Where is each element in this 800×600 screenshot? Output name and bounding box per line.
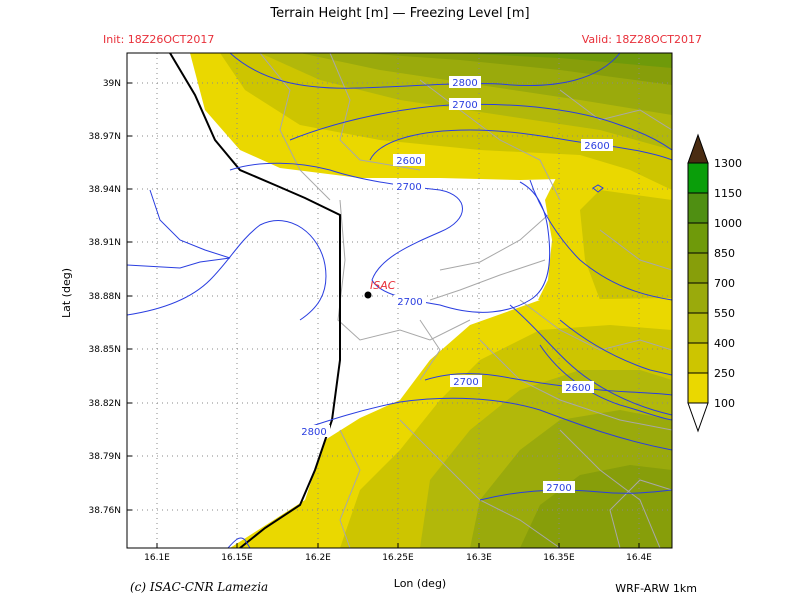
graticule <box>127 53 672 548</box>
colorbar-swatch <box>687 282 709 314</box>
colorbar-swatch <box>687 222 709 254</box>
lat-tick-labels: 39N 38.97N 38.94N 38.91N 38.88N 38.85N 3… <box>89 79 122 516</box>
lat-tick-label: 38.97N <box>89 132 122 142</box>
terrain-east <box>538 170 672 300</box>
lon-tick-label: 16.1E <box>144 553 170 563</box>
contour-label: 2600 <box>565 383 590 394</box>
lon-tick-label: 16.3E <box>466 553 492 563</box>
tick-marks <box>127 82 640 548</box>
colorbar-label: 550 <box>714 307 735 320</box>
contour-label: 2700 <box>546 483 571 494</box>
lon-tick-labels: 16.1E 16.15E 16.2E 16.25E 16.3E 16.35E 1… <box>144 553 652 563</box>
plot-frame <box>126 52 673 549</box>
colorbar-swatch <box>687 162 709 194</box>
contour-label: 2700 <box>397 297 422 308</box>
colorbar-label: 250 <box>714 367 735 380</box>
init-time: Init: 18Z26OCT2017 <box>103 33 215 46</box>
boundaries <box>259 53 672 548</box>
lat-tick-label: 38.85N <box>89 345 122 355</box>
colorbar-top-arrow <box>687 133 709 164</box>
colorbar-swatch <box>687 372 709 404</box>
colorbar-label: 100 <box>714 397 735 410</box>
lat-tick-label: 38.94N <box>89 185 122 195</box>
station-label: ISAC <box>370 279 396 292</box>
terrain-south <box>230 298 672 548</box>
colorbar-label: 400 <box>714 337 735 350</box>
lat-tick-label: 38.79N <box>89 452 122 462</box>
colorbar-label: 1000 <box>714 217 742 230</box>
lon-tick-label: 16.4E <box>626 553 652 563</box>
colorbar-bottom-arrow <box>687 402 709 433</box>
station-marker <box>364 291 372 299</box>
valid-time: Valid: 18Z28OCT2017 <box>581 33 702 46</box>
contour-label: 2600 <box>396 156 421 167</box>
colorbar: 1300 1150 1000 850 700 550 400 250 100 <box>687 133 742 433</box>
colorbar-label: 1150 <box>714 187 742 200</box>
lat-tick-label: 39N <box>103 79 121 89</box>
contour-label: 2800 <box>452 78 477 89</box>
colorbar-label: 700 <box>714 277 735 290</box>
colorbar-swatch <box>687 192 709 224</box>
lon-tick-label: 16.15E <box>221 553 253 563</box>
colorbar-swatch <box>687 342 709 374</box>
credit-text: (c) ISAC-CNR Lamezia <box>130 580 269 594</box>
lat-tick-label: 38.91N <box>89 238 122 248</box>
lon-tick-label: 16.35E <box>543 553 575 563</box>
contour-label: 2700 <box>396 182 421 193</box>
contour-labels: 2800 2700 2600 2700 2700 2600 2700 2600 … <box>298 76 613 494</box>
map-title: Terrain Height [m] — Freezing Level [m] <box>270 6 530 21</box>
colorbar-swatch <box>687 312 709 344</box>
contour-label: 2800 <box>301 427 326 438</box>
lon-tick-label: 16.25E <box>382 553 414 563</box>
model-name: WRF-ARW 1km <box>615 582 697 595</box>
contour-label: 2700 <box>453 377 478 388</box>
colorbar-label: 850 <box>714 247 735 260</box>
lat-tick-label: 38.76N <box>89 506 122 516</box>
freezing-level-contours <box>127 53 672 548</box>
colorbar-swatch <box>687 252 709 284</box>
x-axis-label: Lon (deg) <box>393 577 447 590</box>
colorbar-label: 1300 <box>714 157 742 170</box>
coastline <box>169 53 341 548</box>
lat-tick-label: 38.88N <box>89 292 122 302</box>
contour-label: 2700 <box>452 100 477 111</box>
lat-tick-label: 38.82N <box>89 399 122 409</box>
map-plot-area: 2800 2700 2600 2700 2700 2600 2700 2600 … <box>127 53 672 548</box>
y-axis-label: Lat (deg) <box>60 268 73 318</box>
contour-label: 2600 <box>584 141 609 152</box>
lon-tick-label: 16.2E <box>305 553 331 563</box>
